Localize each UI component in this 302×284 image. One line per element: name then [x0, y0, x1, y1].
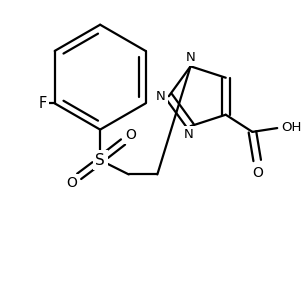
Text: O: O — [252, 166, 263, 180]
Text: OH: OH — [281, 121, 301, 133]
Text: F: F — [39, 96, 47, 111]
Text: N: N — [184, 128, 194, 141]
Text: S: S — [95, 153, 105, 168]
Text: N: N — [186, 51, 195, 64]
Text: O: O — [66, 176, 77, 190]
Text: O: O — [125, 128, 136, 142]
Text: N: N — [156, 90, 166, 103]
